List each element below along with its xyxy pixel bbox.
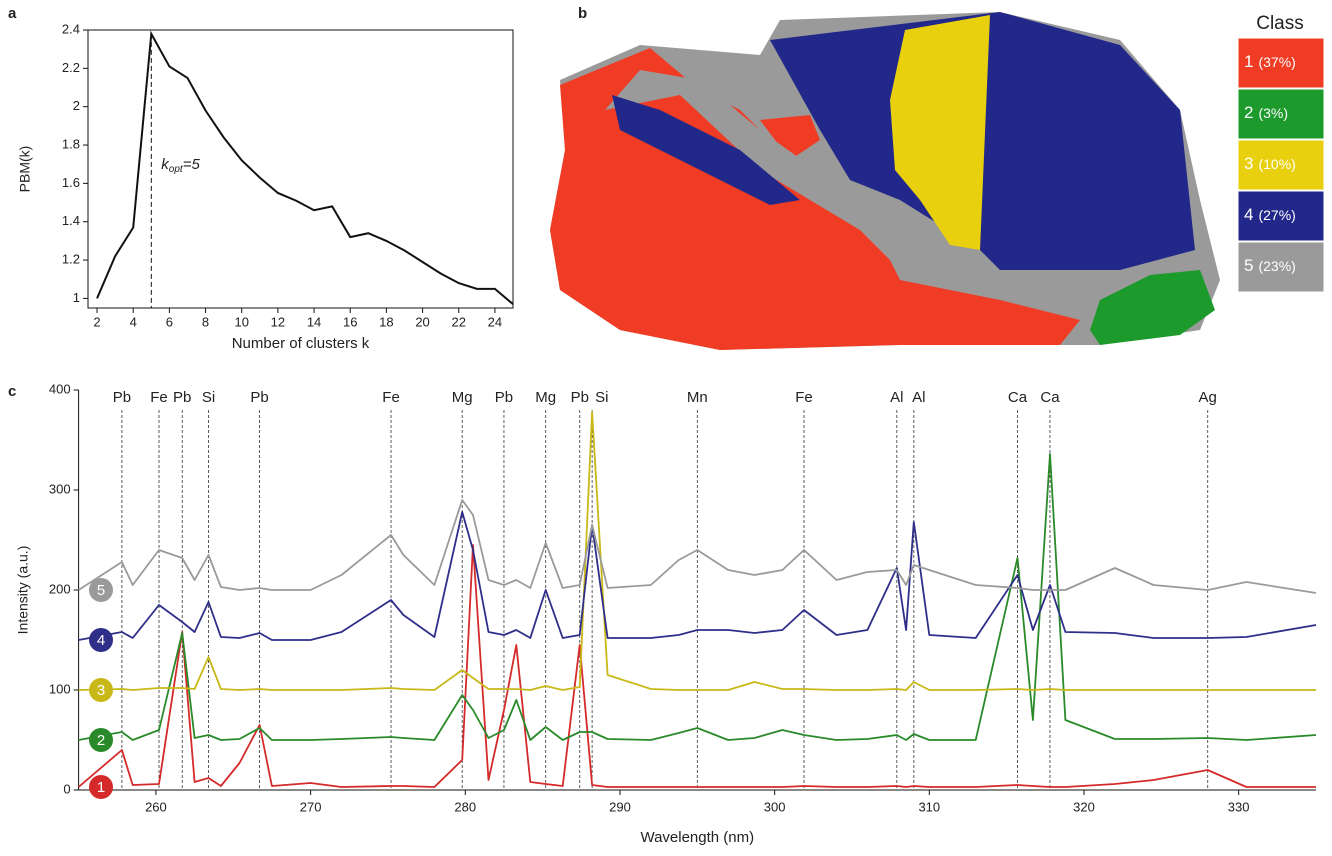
- class-share: (3%): [1258, 105, 1288, 121]
- element-label: Pb: [173, 389, 191, 406]
- class-number: 1: [1244, 52, 1253, 71]
- x-tick-label: 16: [343, 314, 357, 329]
- x-tick-label: 4: [130, 314, 137, 329]
- series-name: 3: [97, 682, 105, 699]
- x-tick-label: 20: [415, 314, 429, 329]
- x-tick-label: 14: [307, 314, 321, 329]
- y-axis-title: PBM(k): [17, 146, 33, 193]
- x-tick-label: 300: [764, 799, 786, 814]
- x-tick-label: 310: [918, 799, 940, 814]
- y-tick-label: 1: [73, 290, 80, 305]
- legend-label: 1 (37%): [1244, 52, 1296, 71]
- x-axis-title: Wavelength (nm): [640, 829, 754, 846]
- class-share: (23%): [1258, 258, 1295, 274]
- series-name: 5: [97, 582, 105, 599]
- x-tick-label: 10: [234, 314, 248, 329]
- y-tick-label: 100: [49, 681, 71, 696]
- y-tick-label: 1.2: [62, 252, 80, 267]
- legend-label: 5 (23%): [1244, 256, 1296, 275]
- element-label: Si: [202, 389, 215, 406]
- x-tick-label: 18: [379, 314, 393, 329]
- x-tick-label: 260: [145, 799, 167, 814]
- class-number: 2: [1244, 103, 1253, 122]
- element-label: Al: [912, 389, 925, 406]
- element-label: Fe: [795, 389, 813, 406]
- element-label: Ca: [1040, 389, 1060, 406]
- element-label: Pb: [250, 389, 268, 406]
- x-tick-label: 290: [609, 799, 631, 814]
- element-label: Mg: [535, 389, 556, 406]
- figure: a2468101214161820222411.21.41.61.822.22.…: [0, 0, 1332, 856]
- x-tick-label: 12: [271, 314, 285, 329]
- element-label: Mn: [687, 389, 708, 406]
- pbm-line: [97, 34, 513, 304]
- y-tick-label: 2: [73, 98, 80, 113]
- panel-label: a: [8, 5, 17, 22]
- y-tick-label: 2.2: [62, 60, 80, 75]
- panel-label: b: [578, 5, 587, 22]
- legend-title: Class: [1256, 13, 1304, 34]
- element-label: Fe: [382, 389, 400, 406]
- legend-label: 2 (3%): [1244, 103, 1288, 122]
- class-number: 4: [1244, 205, 1253, 224]
- x-tick-label: 8: [202, 314, 209, 329]
- y-tick-label: 2.4: [62, 21, 80, 36]
- element-label: Pb: [113, 389, 131, 406]
- x-tick-label: 320: [1073, 799, 1095, 814]
- y-tick-label: 1.8: [62, 136, 80, 151]
- y-tick-label: 0: [63, 781, 70, 796]
- y-tick-label: 1.4: [62, 213, 80, 228]
- element-label: Fe: [150, 389, 168, 406]
- element-label: Mg: [452, 389, 473, 406]
- element-label: Pb: [571, 389, 589, 406]
- series-name: 2: [97, 732, 105, 749]
- element-label: Ag: [1199, 389, 1217, 406]
- series-name: 1: [97, 779, 105, 796]
- x-axis-title: Number of clusters k: [232, 335, 370, 352]
- annotation: kopt=5: [161, 156, 200, 175]
- x-tick-label: 2: [93, 314, 100, 329]
- x-tick-label: 24: [488, 314, 502, 329]
- y-axis-title: Intensity (a.u.): [15, 546, 31, 635]
- element-label: Pb: [495, 389, 513, 406]
- element-label: Al: [890, 389, 903, 406]
- class-number: 5: [1244, 256, 1253, 275]
- x-tick-label: 280: [454, 799, 476, 814]
- class-share: (27%): [1258, 207, 1295, 223]
- legend-label: 4 (27%): [1244, 205, 1296, 224]
- x-tick-label: 270: [300, 799, 322, 814]
- y-tick-label: 300: [49, 481, 71, 496]
- annotation-value: =5: [183, 156, 201, 173]
- series-name: 4: [97, 632, 105, 649]
- y-tick-label: 400: [49, 381, 71, 396]
- classification-map: [550, 12, 1220, 350]
- annotation-sub: opt: [169, 164, 184, 175]
- x-tick-label: 22: [452, 314, 466, 329]
- y-tick-label: 1.6: [62, 175, 80, 190]
- class-share: (10%): [1258, 156, 1295, 172]
- x-tick-label: 6: [166, 314, 173, 329]
- element-label: Si: [595, 389, 608, 406]
- y-tick-label: 200: [49, 581, 71, 596]
- class-number: 3: [1244, 154, 1253, 173]
- panel-label: c: [8, 383, 16, 400]
- x-tick-label: 330: [1228, 799, 1250, 814]
- legend-label: 3 (10%): [1244, 154, 1296, 173]
- class-share: (37%): [1258, 54, 1295, 70]
- element-label: Ca: [1008, 389, 1028, 406]
